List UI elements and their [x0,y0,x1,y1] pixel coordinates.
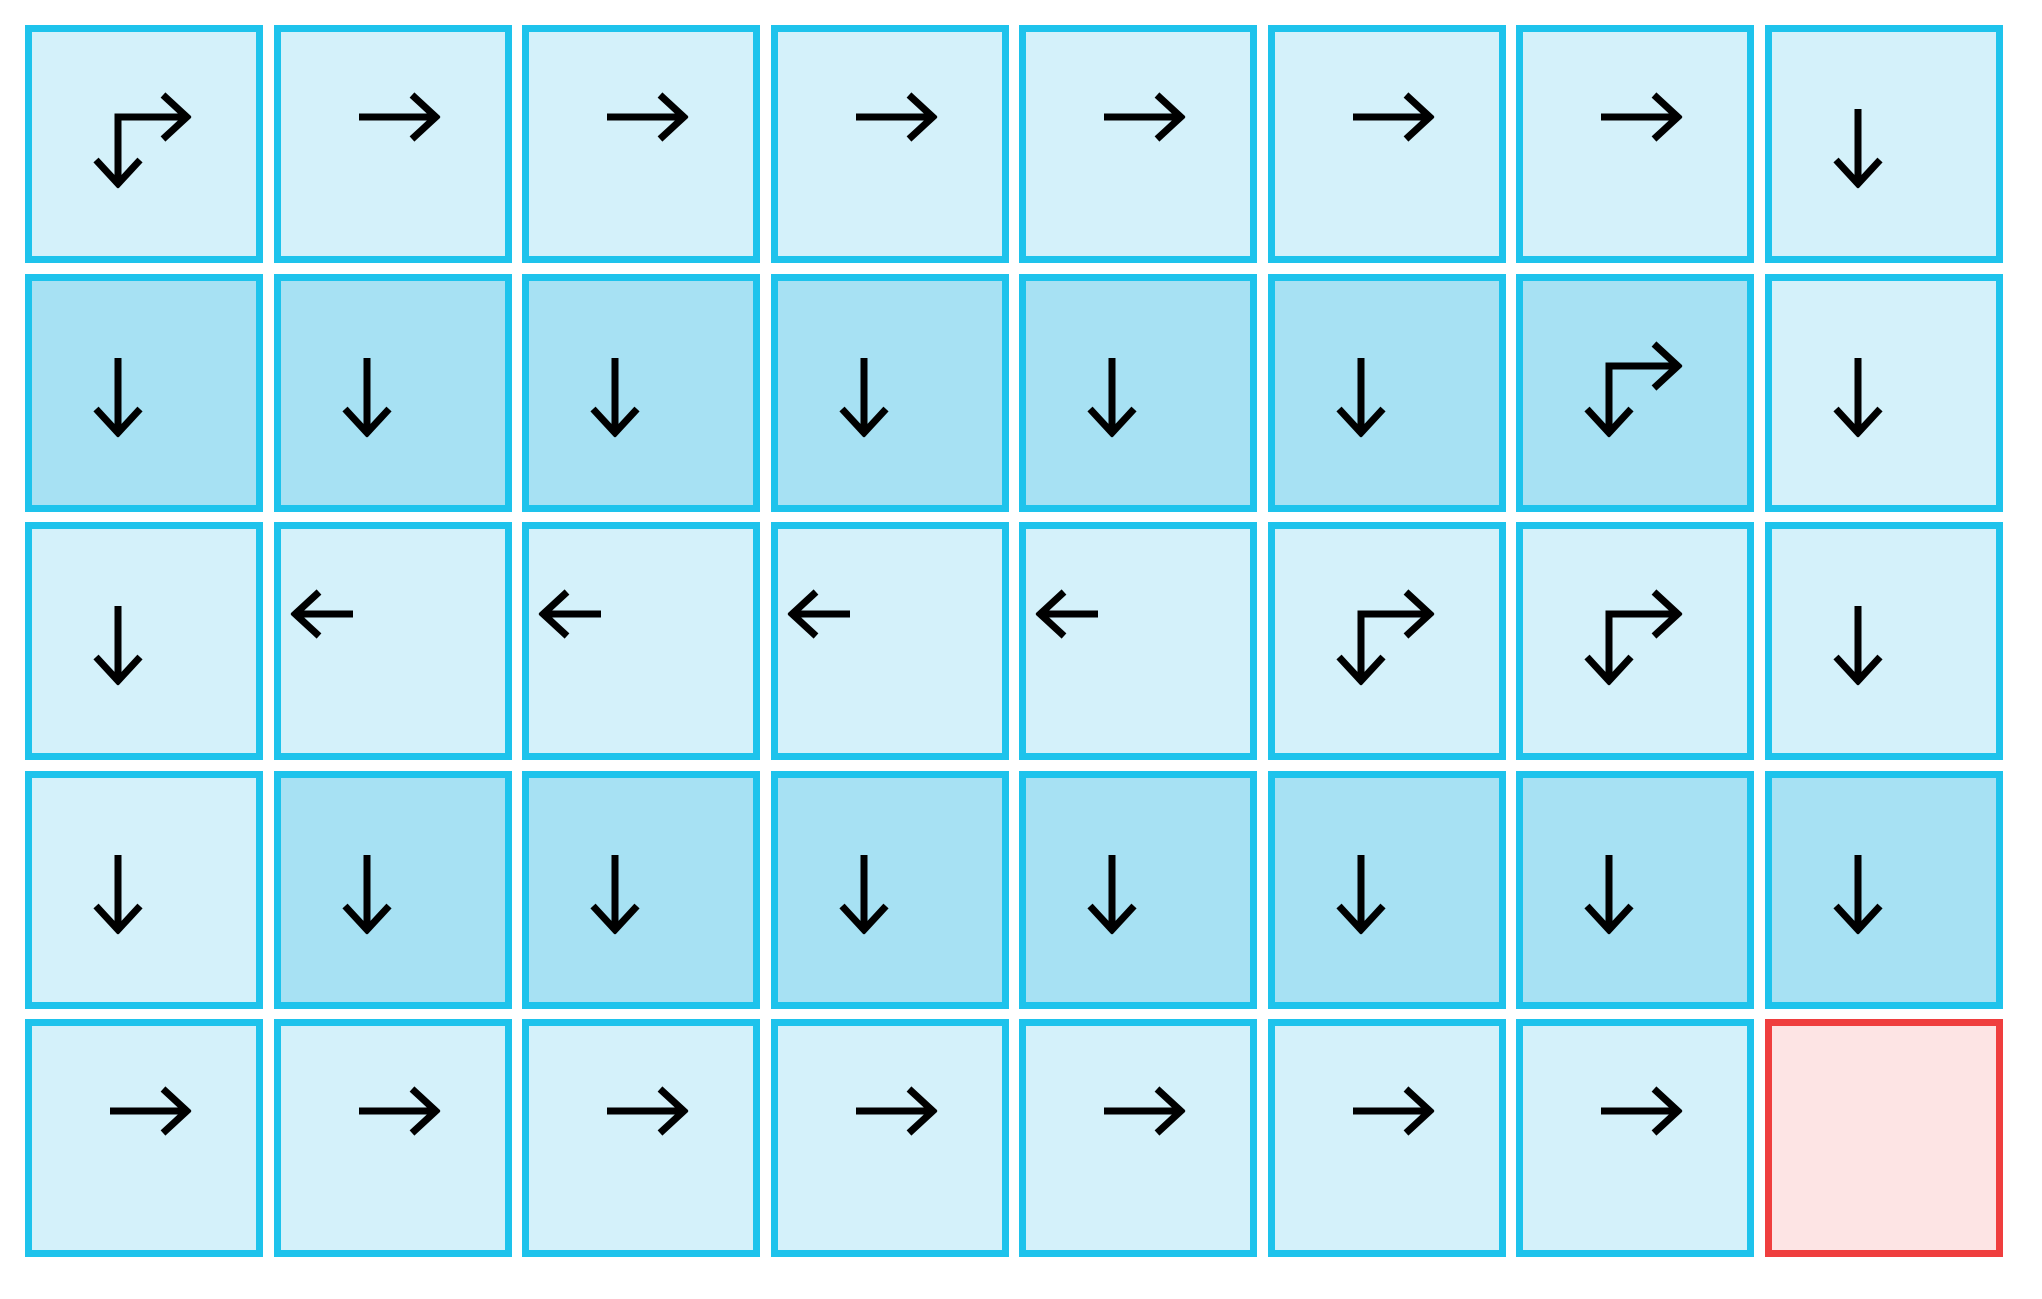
grid-cell-r4-c6[interactable] [1268,771,1506,1009]
arrow-down-icon [1336,358,1386,438]
grid-cell-r4-c3[interactable] [522,771,760,1009]
grid-cell-r1-c7[interactable] [1516,25,1754,263]
grid-cell-r3-c6[interactable] [1268,522,1506,760]
grid-cell-r1-c6[interactable] [1268,25,1506,263]
arrow-right-icon [359,92,441,142]
grid-cell-r3-c8[interactable] [1765,522,2003,760]
arrow-down-icon [93,606,143,686]
grid-cell-r3-c3[interactable] [522,522,760,760]
grid-cell-r1-c4[interactable] [771,25,1009,263]
grid-cell-r1-c8[interactable] [1765,25,2003,263]
grid-cell-r5-c7[interactable] [1516,1019,1754,1257]
grid-cell-r4-c8[interactable] [1765,771,2003,1009]
arrow-right-icon [856,1086,938,1136]
goal-cell[interactable] [1765,1019,2003,1257]
arrow-right-icon [607,1086,689,1136]
arrow-down-icon [839,855,889,935]
grid-cell-r3-c4[interactable] [771,522,1009,760]
grid-cell-r3-c7[interactable] [1516,522,1754,760]
arrow-left-icon [1035,589,1098,639]
grid-cell-r2-c4[interactable] [771,274,1009,512]
arrow-right-icon [359,1086,441,1136]
grid-cell-r3-c2[interactable] [274,522,512,760]
grid-cell-r5-c6[interactable] [1268,1019,1506,1257]
grid-cell-r3-c5[interactable] [1019,522,1257,760]
arrow-right-icon [110,1086,192,1136]
arrow-down-icon [839,358,889,438]
grid-cell-r5-c2[interactable] [274,1019,512,1257]
arrow-down-icon [342,855,392,935]
arrow-down-icon [93,358,143,438]
arrow-down-icon [1584,855,1634,935]
grid-cell-r4-c7[interactable] [1516,771,1754,1009]
grid-cell-r2-c8[interactable] [1765,274,2003,512]
arrow-down-icon [1833,606,1883,686]
grid-cell-r2-c2[interactable] [274,274,512,512]
arrow-right-icon [1601,1086,1683,1136]
corner-arrow-icon [1584,589,1683,686]
corner-arrow-icon [1584,341,1683,438]
grid-cell-r2-c3[interactable] [522,274,760,512]
grid-cell-r2-c5[interactable] [1019,274,1257,512]
arrow-right-icon [1104,1086,1186,1136]
grid-cell-r2-c1[interactable] [25,274,263,512]
grid-cell-r1-c5[interactable] [1019,25,1257,263]
arrow-right-icon [1353,1086,1435,1136]
arrow-left-icon [787,589,850,639]
arrow-left-icon [538,589,601,639]
grid-cell-r2-c6[interactable] [1268,274,1506,512]
arrow-down-icon [1087,855,1137,935]
arrow-down-icon [342,358,392,438]
grid-cell-r4-c2[interactable] [274,771,512,1009]
arrow-down-icon [1833,358,1883,438]
grid-cell-r1-c3[interactable] [522,25,760,263]
grid-cell-r1-c1[interactable] [25,25,263,263]
arrow-down-icon [590,855,640,935]
arrow-left-icon [290,589,353,639]
arrow-right-icon [856,92,938,142]
arrow-right-icon [607,92,689,142]
arrow-down-icon [1087,358,1137,438]
arrow-down-icon [1833,855,1883,935]
grid-cell-r2-c7[interactable] [1516,274,1754,512]
arrow-down-icon [93,855,143,935]
arrow-down-icon [1833,109,1883,189]
grid-cell-r5-c4[interactable] [771,1019,1009,1257]
arrow-right-icon [1601,92,1683,142]
grid-cell-r4-c5[interactable] [1019,771,1257,1009]
arrow-down-icon [1336,855,1386,935]
grid-cell-r5-c5[interactable] [1019,1019,1257,1257]
grid-cell-r4-c1[interactable] [25,771,263,1009]
corner-arrow-icon [1336,589,1435,686]
grid-cell-r5-c3[interactable] [522,1019,760,1257]
corner-arrow-icon [93,92,192,189]
grid-cell-r5-c1[interactable] [25,1019,263,1257]
arrow-down-icon [590,358,640,438]
grid-cell-r4-c4[interactable] [771,771,1009,1009]
arrow-right-icon [1104,92,1186,142]
arrow-right-icon [1353,92,1435,142]
grid-cell-r1-c2[interactable] [274,25,512,263]
grid-cell-r3-c1[interactable] [25,522,263,760]
